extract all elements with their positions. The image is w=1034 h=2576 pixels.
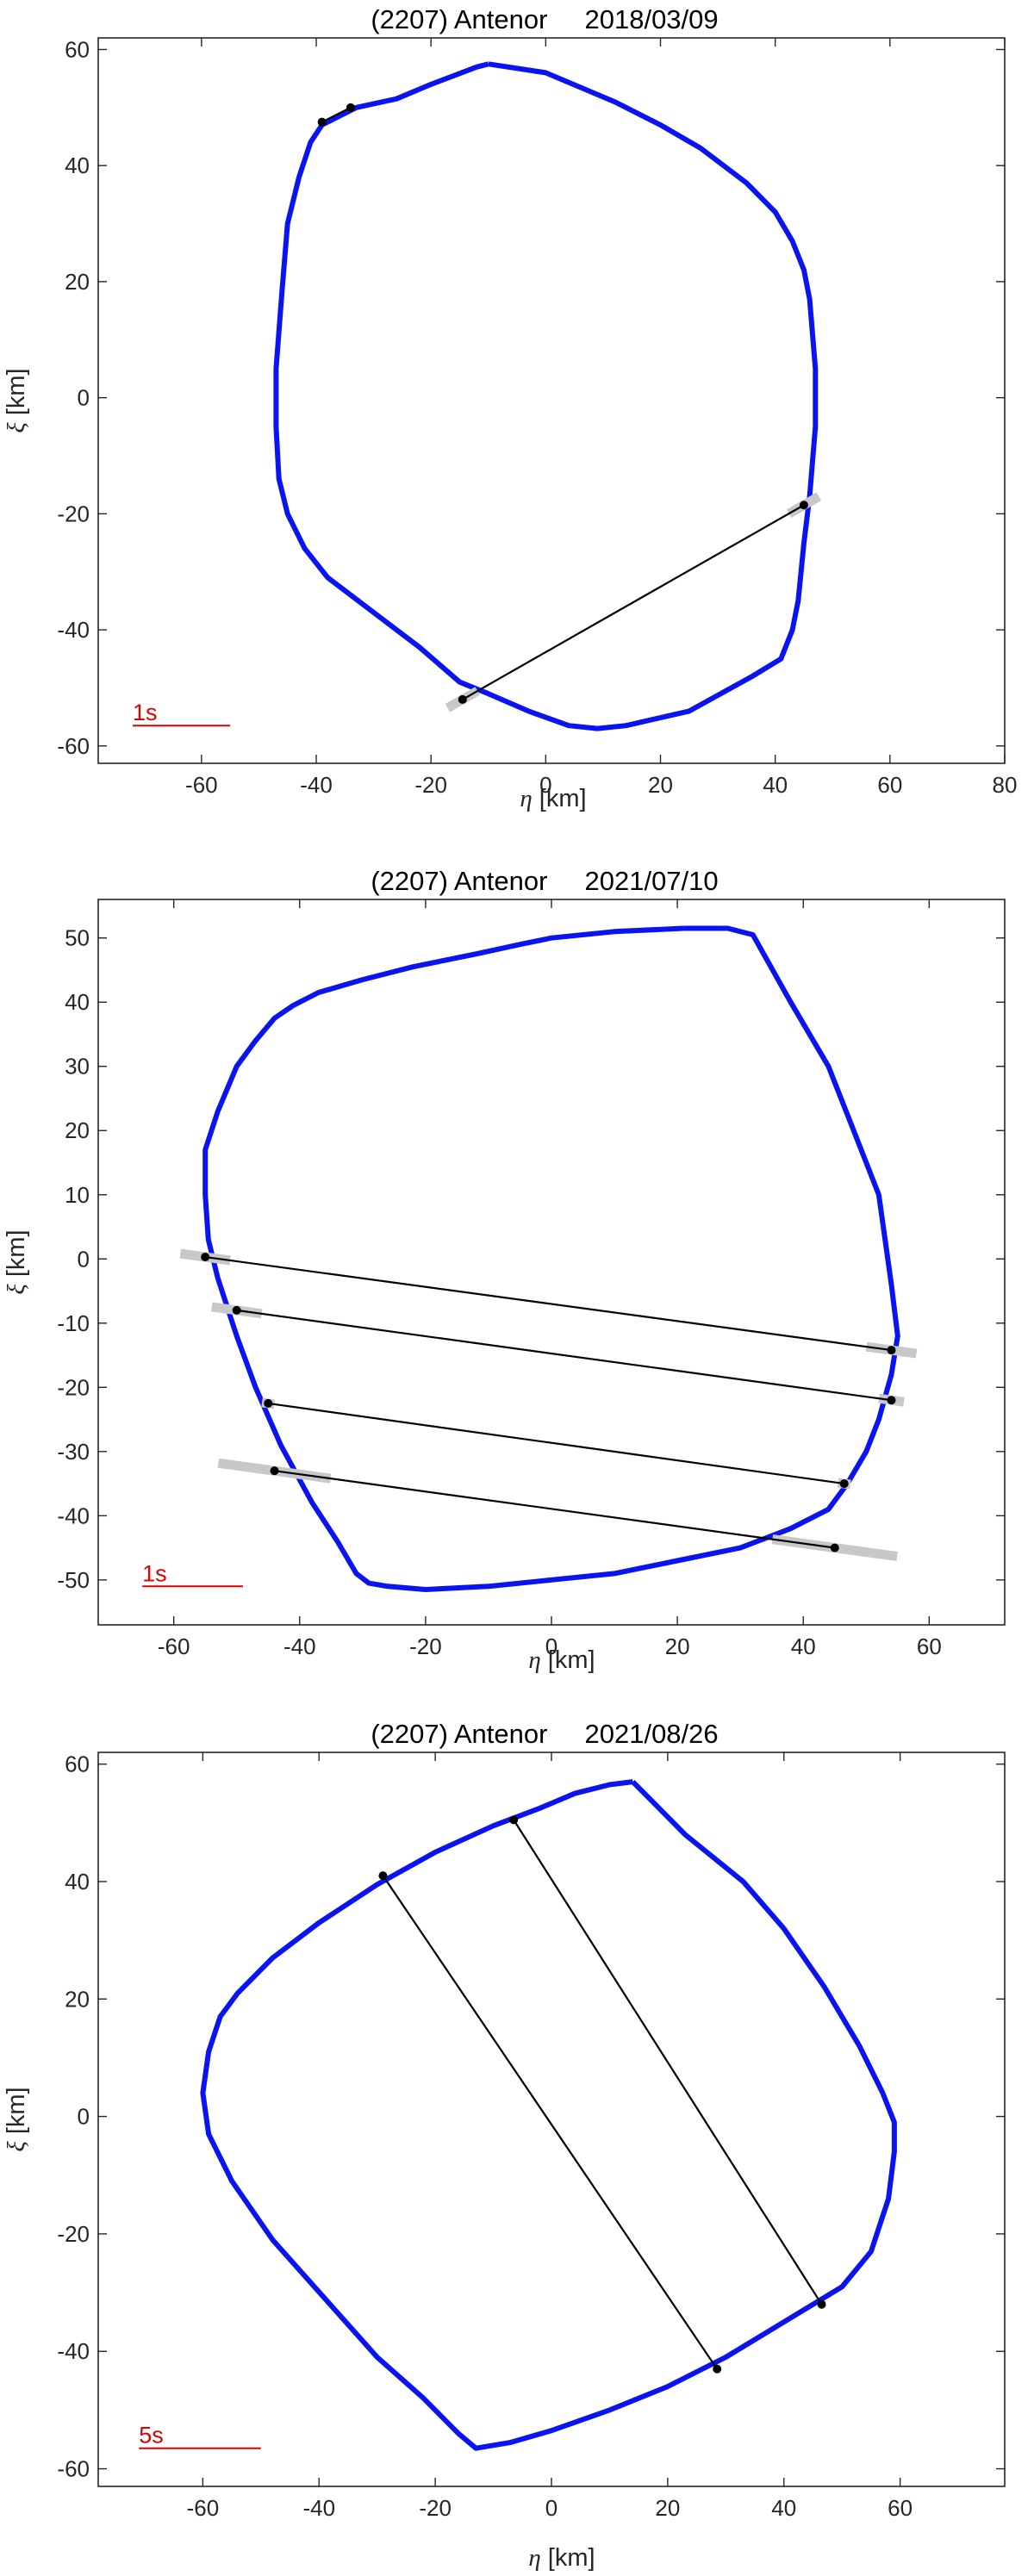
y-tick-label: 60 [65,36,90,62]
shape-outline [200,1779,897,2451]
x-tick-label: -60 [187,2495,220,2521]
chart-panel-2021-07: (2207) Antenor 2021/07/10 -60 -40 -20 0 20 40… [3,866,1006,1674]
x-tick-label: 40 [791,1633,816,1659]
y-tick-label: -10 [57,1310,90,1336]
y-tick-label: 40 [65,989,90,1015]
occultation-chord [205,1255,892,1352]
chord-endpoint [839,1479,849,1489]
y-tick-label: 10 [65,1182,90,1208]
shape-outline [202,925,900,1592]
y-tick-label: 60 [65,1752,90,1777]
x-tick-label: 60 [888,2495,913,2521]
chart-title: (2207) Antenor 2021/07/10 [371,866,718,896]
chart-marks: 1s [132,61,822,731]
y-tick-label: -20 [57,501,90,526]
y-tick-label: -40 [57,2338,90,2364]
y-axis-label: ξ[km] [3,1229,30,1294]
chord-endpoint [317,117,327,127]
occultation-chord [268,1402,844,1485]
y-axis-label: ξ[km] [3,368,30,432]
chord-endpoint [713,2364,722,2374]
chart-marks: 1s [142,925,918,1592]
x-tick-label: 40 [763,772,788,798]
x-axis-label: η [km] [528,1646,595,1674]
x-tick-label: 60 [917,1633,942,1659]
occultation-chord [462,504,805,700]
occultation-chord [236,1309,892,1402]
chart-panel-2018: (2207) Antenor 2018/03/09 -60 -40 -20 0 20 40… [3,4,1017,812]
y-tick-label: 0 [78,2104,90,2130]
x-tick-label: -40 [300,772,333,798]
chart-title: (2207) Antenor 2018/03/09 [371,4,718,34]
chart-title: (2207) Antenor 2021/08/26 [371,1719,718,1749]
x-tick-label: -60 [185,772,218,798]
y-tick-label: 50 [65,925,90,951]
chord-endpoint [887,1346,896,1355]
axis-ticks: -60 -40 -20 0 20 40 60 -60 -40 -20 0 20 40 60 [57,1752,1005,2521]
time-scale-label: 5s [139,2423,164,2448]
x-tick-label: -20 [409,1633,442,1659]
x-tick-label: 0 [539,772,551,798]
chord-endpoint [378,1871,388,1881]
chart-marks: 5s [139,1779,897,2451]
y-tick-label: -50 [57,1567,90,1593]
x-axis-label: η [km] [520,785,586,812]
y-tick-label: -40 [57,617,90,643]
y-tick-label: -20 [57,1374,90,1400]
x-axis-label: η [km] [528,2544,595,2572]
x-tick-label: -60 [158,1633,190,1659]
x-tick-label: 20 [648,772,673,798]
plot-frame [97,1752,1006,2487]
chord-endpoint [264,1398,273,1408]
x-tick-label: -20 [414,772,447,798]
plot-frame [97,37,1006,764]
plot-frame [97,899,1006,1626]
y-tick-label: -20 [57,2221,90,2247]
y-tick-label: 0 [78,1246,90,1272]
y-tick-label: 40 [65,152,90,178]
chord-endpoint [458,694,467,704]
x-tick-label: 60 [877,772,902,798]
x-tick-label: 40 [771,2495,796,2521]
chord-endpoint [887,1396,896,1405]
y-tick-label: -60 [57,2456,90,2482]
chord-endpoint [201,1253,210,1262]
occultation-chord [382,1875,719,2370]
y-tick-label: 40 [65,1869,90,1895]
chord-endpoint [270,1466,279,1476]
y-tick-label: 20 [65,269,90,295]
chord-endpoint [799,501,808,510]
x-tick-label: 20 [665,1633,690,1659]
occultation-chord [274,1470,835,1549]
chord-endpoint [509,1815,519,1825]
x-tick-label: -20 [419,2495,452,2521]
x-tick-label: -40 [302,2495,335,2521]
time-scale-label: 1s [133,700,158,725]
y-tick-label: 20 [65,1117,90,1143]
chord-endpoint [232,1305,241,1315]
chart-panel-2021-08: (2207) Antenor 2021/08/26 -60 -40 -20 0 20 40… [3,1719,1006,2572]
shape-outline [273,61,819,731]
chord-endpoint [830,1543,839,1552]
x-tick-label: -40 [283,1633,316,1659]
x-tick-label: 0 [545,2495,557,2521]
chord-endpoint [817,2299,826,2309]
axis-ticks: -60 -40 -20 0 20 40 60 80 -60 -40 -20 0 20 40 60 [57,36,1017,798]
y-tick-label: -60 [57,733,90,759]
x-tick-label: 0 [545,1633,557,1659]
y-tick-label: 20 [65,1986,90,2012]
y-tick-label: 30 [65,1054,90,1080]
chord-endpoint [346,103,355,112]
y-axis-label: ξ[km] [3,2087,30,2151]
y-tick-label: 0 [78,385,90,411]
occultation-chord [513,1819,823,2305]
time-scale-label: 1s [142,1560,167,1586]
x-tick-label: 80 [993,772,1018,798]
y-tick-label: -40 [57,1503,90,1528]
y-tick-label: -30 [57,1439,90,1465]
occultation-chord [321,106,352,123]
x-tick-label: 20 [655,2495,680,2521]
axis-ticks: -60 -40 -20 0 20 40 60 -50 -40 -30 -20 -10 0 10 20 30 40… [57,899,1005,1659]
